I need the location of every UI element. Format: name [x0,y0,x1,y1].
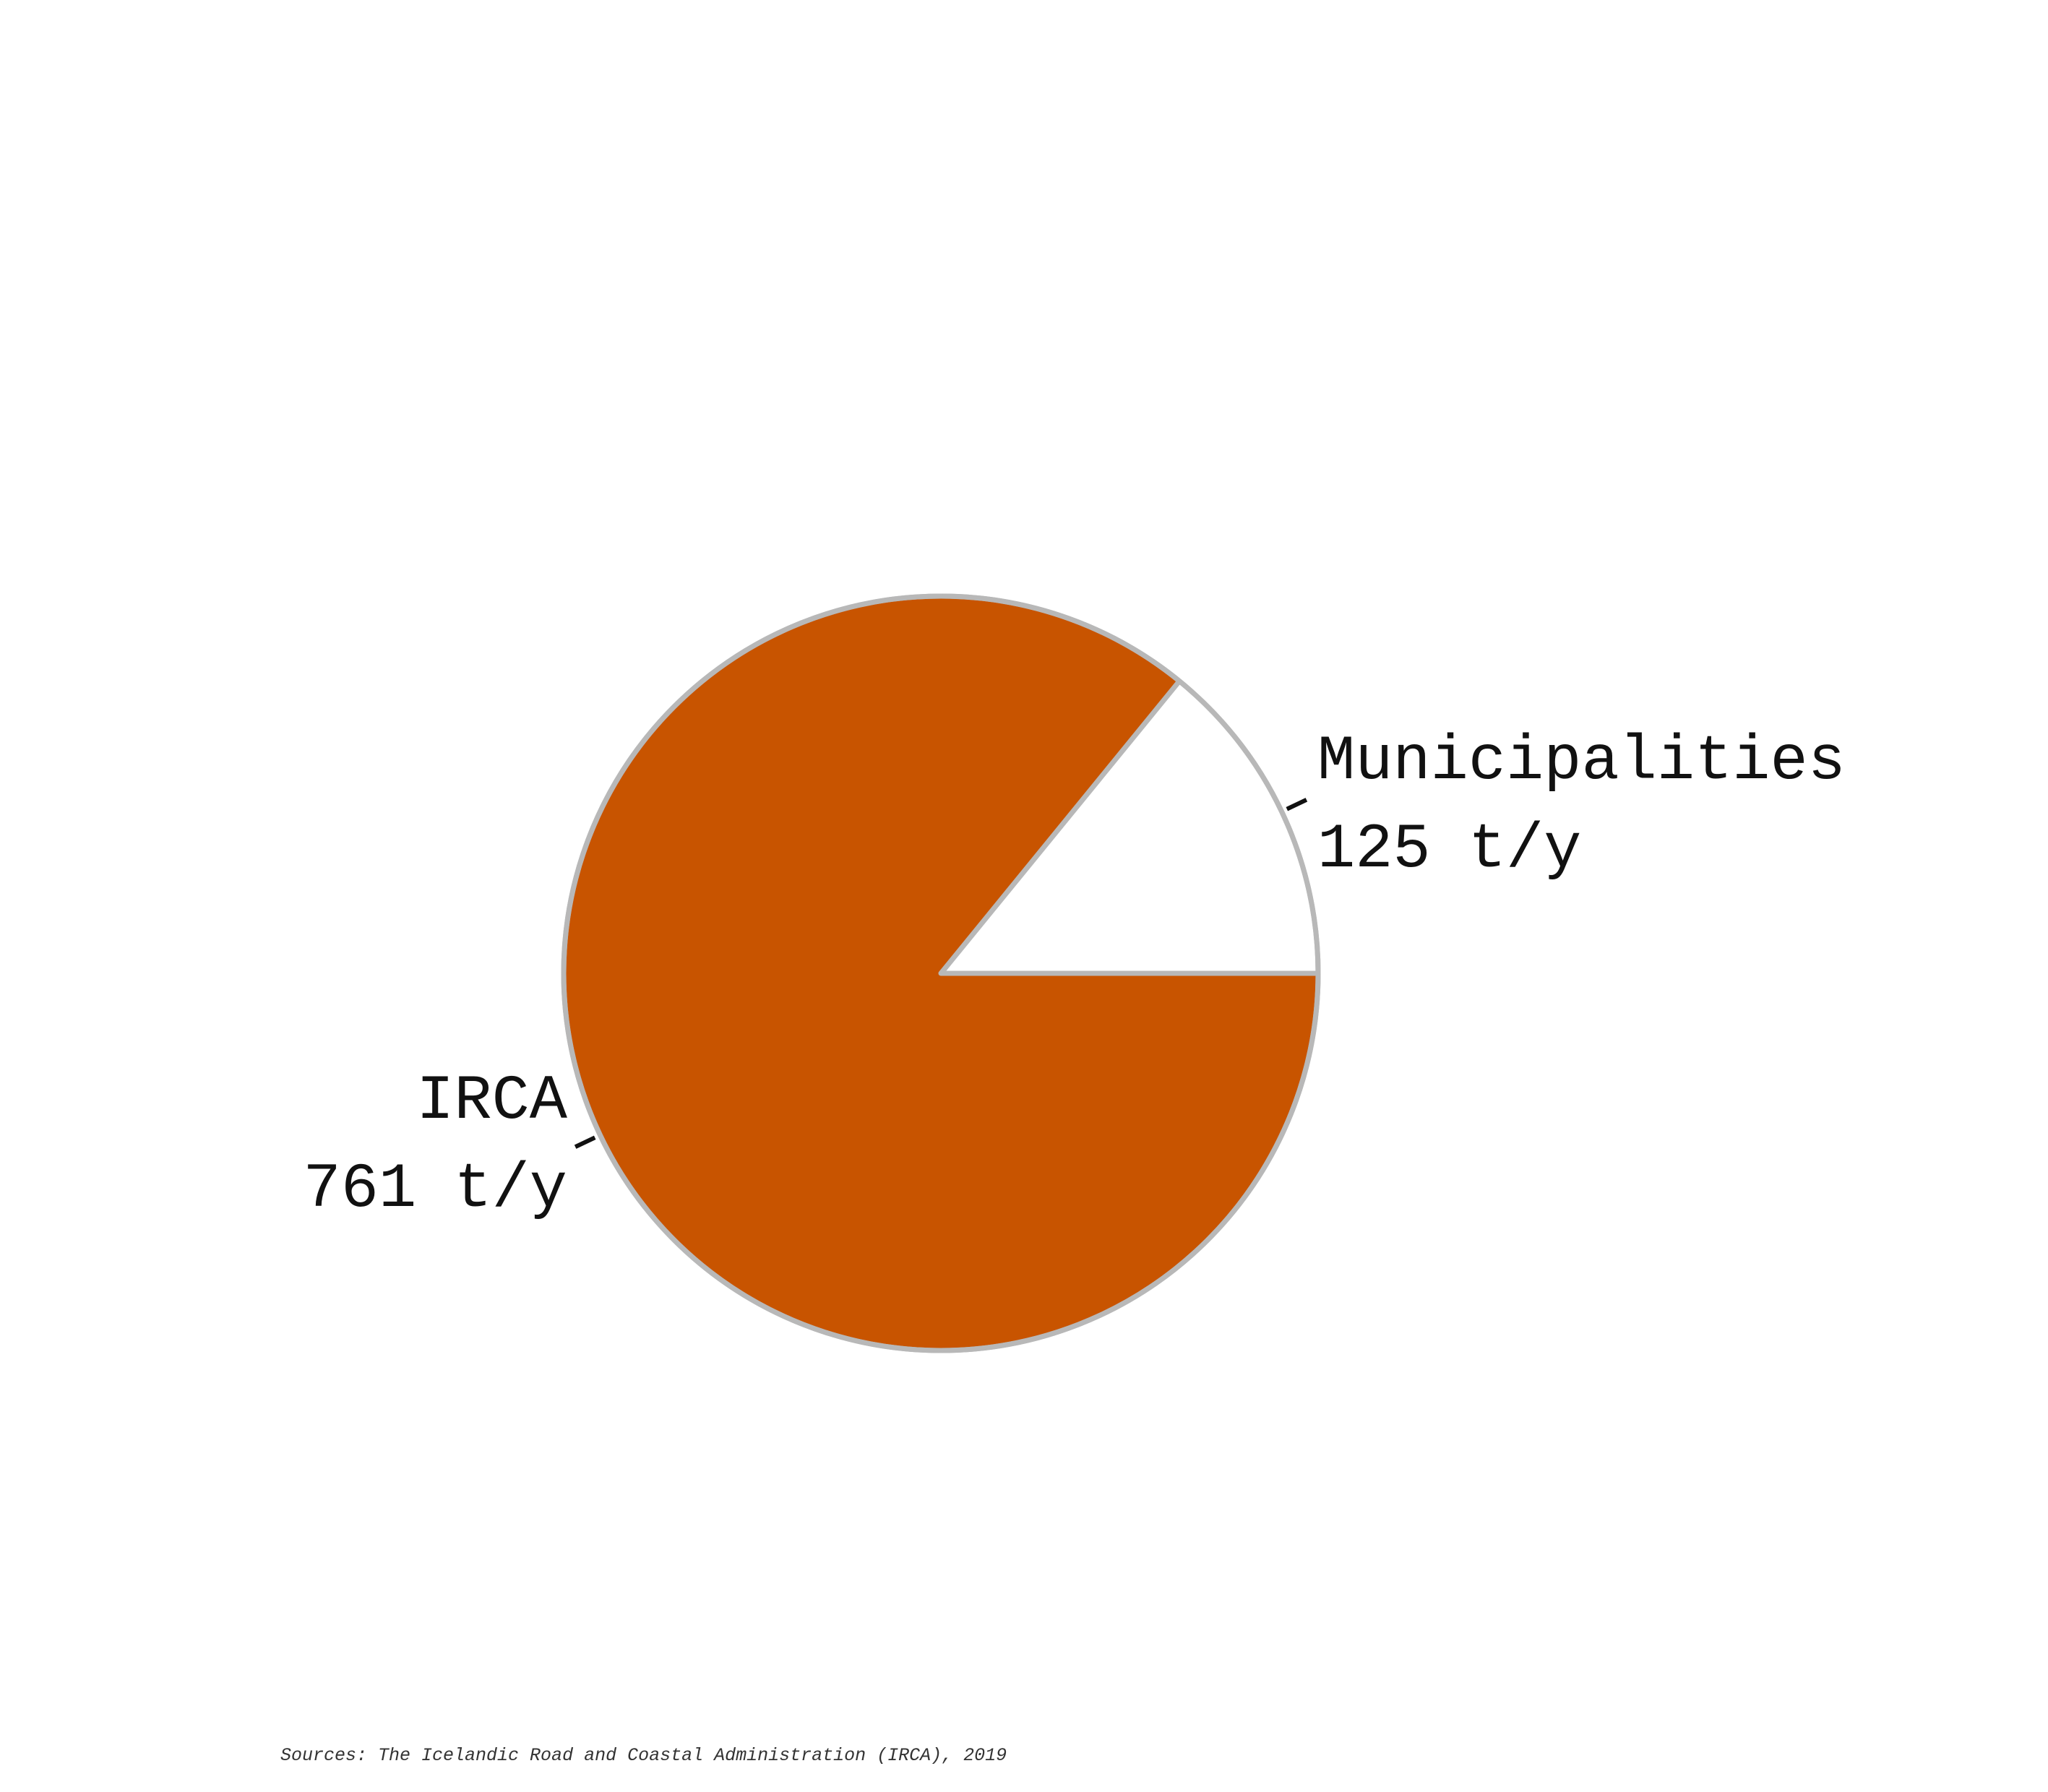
leader-lines [574,798,1308,1149]
leader-line-irca [574,1135,596,1149]
slice-label-irca: IRCA [416,1067,568,1137]
leader-line-municipalities [1286,798,1308,811]
slice-labels: IRCA 761 t/y Municipalities 125 t/y [304,727,1846,1225]
slice-value-municipalities: 125 t/y [1317,815,1581,886]
slice-value-irca: 761 t/y [304,1155,567,1225]
slice-label-municipalities: Municipalities [1317,727,1846,798]
pie-slices [561,593,1321,1353]
source-note: Sources: The Icelandic Road and Coastal … [280,1745,1007,1766]
pie-outline [561,593,1321,1353]
